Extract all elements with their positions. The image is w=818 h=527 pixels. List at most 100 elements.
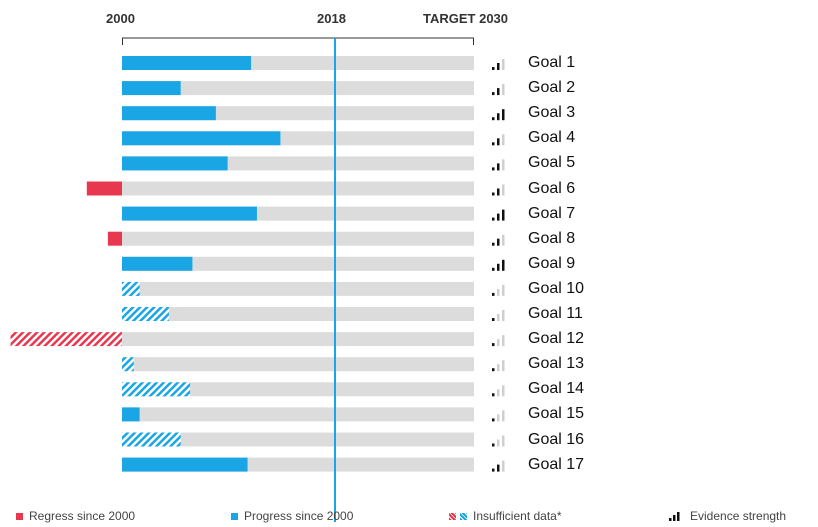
progress-bar-goal-2 <box>122 81 181 96</box>
evidence-bar-goal-1-2 <box>497 63 500 70</box>
evidence-bar-goal-17-2 <box>497 464 500 472</box>
evidence-bar-goal-14-1 <box>492 393 495 397</box>
evidence-bar-goal-6-3 <box>502 184 505 196</box>
evidence-bar-goal-8-3 <box>502 234 505 246</box>
evidence-bar-goal-13-2 <box>497 364 500 372</box>
evidence-bar-goal-16-2 <box>497 439 500 447</box>
evidence-bar-goal-6-1 <box>492 192 495 196</box>
goal-label-11: Goal 11 <box>528 305 583 322</box>
evidence-bar-goal-12-3 <box>502 335 505 347</box>
evidence-bar-goal-13-1 <box>492 368 495 372</box>
goal-label-10: Goal 10 <box>528 279 585 297</box>
insufficient-blue-swatch <box>460 512 467 520</box>
evidence-bar-goal-9-1 <box>492 267 495 271</box>
evidence-bar-goal-15-2 <box>497 414 500 422</box>
legend-item-evidence: Evidence strength <box>668 509 786 523</box>
legend: Regress since 2000 Progress since 2000 I… <box>0 509 818 527</box>
regress-swatch <box>16 512 23 520</box>
evidence-bar-goal-3-1 <box>492 117 495 121</box>
track-goal-11 <box>122 307 474 321</box>
evidence-bar-goal-10-3 <box>502 284 505 296</box>
evidence-bar-goal-3-2 <box>497 113 500 121</box>
axis-label-target-2030: TARGET 2030 <box>423 11 509 26</box>
evidence-bar-goal-9-3 <box>502 259 505 271</box>
progress-bar-goal-17 <box>122 457 248 472</box>
progress-bar-goal-9 <box>122 256 193 271</box>
evidence-bar-goal-5-3 <box>502 159 505 171</box>
evidence-bar-goal-17-1 <box>492 468 495 472</box>
evidence-bar-goal-14-3 <box>502 385 505 397</box>
evidence-bar-goal-7-2 <box>497 213 500 221</box>
regress-bar-goal-12 <box>10 332 122 347</box>
evidence-bar-goal-4-3 <box>502 134 505 146</box>
legend-label-evidence: Evidence strength <box>690 509 787 523</box>
legend-item-regress: Regress since 2000 <box>16 509 135 523</box>
evidence-bar-goal-5-2 <box>497 163 500 171</box>
evidence-bar-goal-2-1 <box>492 92 495 96</box>
progress-bar-goal-15 <box>122 407 140 422</box>
evidence-bar-goal-1-1 <box>492 67 495 70</box>
evidence-bar-goal-12-1 <box>492 343 495 347</box>
track-goal-2 <box>122 81 474 96</box>
evidence-bar-goal-1-3 <box>502 59 505 70</box>
goal-label-13: Goal 13 <box>528 355 585 373</box>
axis-bracket <box>122 37 474 45</box>
goal-label-6: Goal 6 <box>528 179 576 197</box>
goal-label-16: Goal 16 <box>528 430 585 448</box>
progress-bar-goal-4 <box>122 131 281 146</box>
progress-bar-goal-16 <box>122 432 181 447</box>
track-goal-14 <box>122 382 474 397</box>
bars <box>10 56 474 472</box>
regress-bar-goal-8 <box>107 231 122 246</box>
legend-item-insufficient: Insufficient data* <box>449 509 562 523</box>
progress-bar-goal-13 <box>122 357 134 372</box>
progress-bar-goal-14 <box>122 382 191 397</box>
legend-label-regress: Regress since 2000 <box>29 509 136 523</box>
goal-label-14: Goal 14 <box>528 380 585 398</box>
track-goal-13 <box>122 357 474 372</box>
goal-label-9: Goal 9 <box>528 254 576 272</box>
evidence-bar-goal-3-3 <box>502 109 505 121</box>
progress-swatch <box>231 512 238 520</box>
goal-label-12: Goal 12 <box>528 330 585 348</box>
evidence-bar-goal-4-1 <box>492 142 495 146</box>
evidence-indicators <box>492 59 505 472</box>
axis-label-2000: 2000 <box>106 11 135 26</box>
evidence-bar-goal-8-2 <box>497 238 500 246</box>
progress-bar-goal-10 <box>122 281 140 296</box>
track-goal-10 <box>122 281 474 296</box>
track-goal-8 <box>122 231 474 246</box>
progress-bar-goal-1 <box>122 56 252 70</box>
track-goal-15 <box>122 407 474 422</box>
goal-label-5: Goal 5 <box>528 154 576 172</box>
progress-bar-goal-7 <box>122 206 257 221</box>
evidence-bar-goal-15-1 <box>492 418 495 422</box>
progress-bar-goal-11 <box>122 307 169 321</box>
evidence-bar-goal-15-3 <box>502 410 505 422</box>
evidence-bar-goal-11-3 <box>502 310 505 321</box>
evidence-bar-goal-7-3 <box>502 209 505 221</box>
track-goal-12 <box>122 332 474 347</box>
evidence-bar-goal-4-2 <box>497 138 500 146</box>
legend-item-progress: Progress since 2000 <box>231 509 353 523</box>
evidence-bar-goal-7-1 <box>492 217 495 221</box>
evidence-bar-goal-16-3 <box>502 435 505 447</box>
evidence-bar-goal-8-1 <box>492 242 495 246</box>
goal-label-17: Goal 17 <box>528 455 585 473</box>
goal-label-7: Goal 7 <box>528 204 576 222</box>
goal-label-8: Goal 8 <box>528 229 576 247</box>
goal-label-2: Goal 2 <box>528 79 576 97</box>
axis-label-2018: 2018 <box>317 11 346 26</box>
evidence-bar-goal-14-2 <box>497 389 500 397</box>
insufficient-red-swatch <box>449 512 456 520</box>
track-goal-9 <box>122 256 474 271</box>
evidence-strength-icon <box>669 512 680 521</box>
evidence-bar-goal-9-2 <box>497 263 500 271</box>
goal-label-4: Goal 4 <box>528 129 576 147</box>
track-goal-16 <box>122 432 474 447</box>
legend-label-progress: Progress since 2000 <box>244 509 354 523</box>
evidence-bar-goal-17-3 <box>502 460 505 472</box>
evidence-bar-goal-16-1 <box>492 443 495 447</box>
goal-label-1: Goal 1 <box>528 54 576 71</box>
